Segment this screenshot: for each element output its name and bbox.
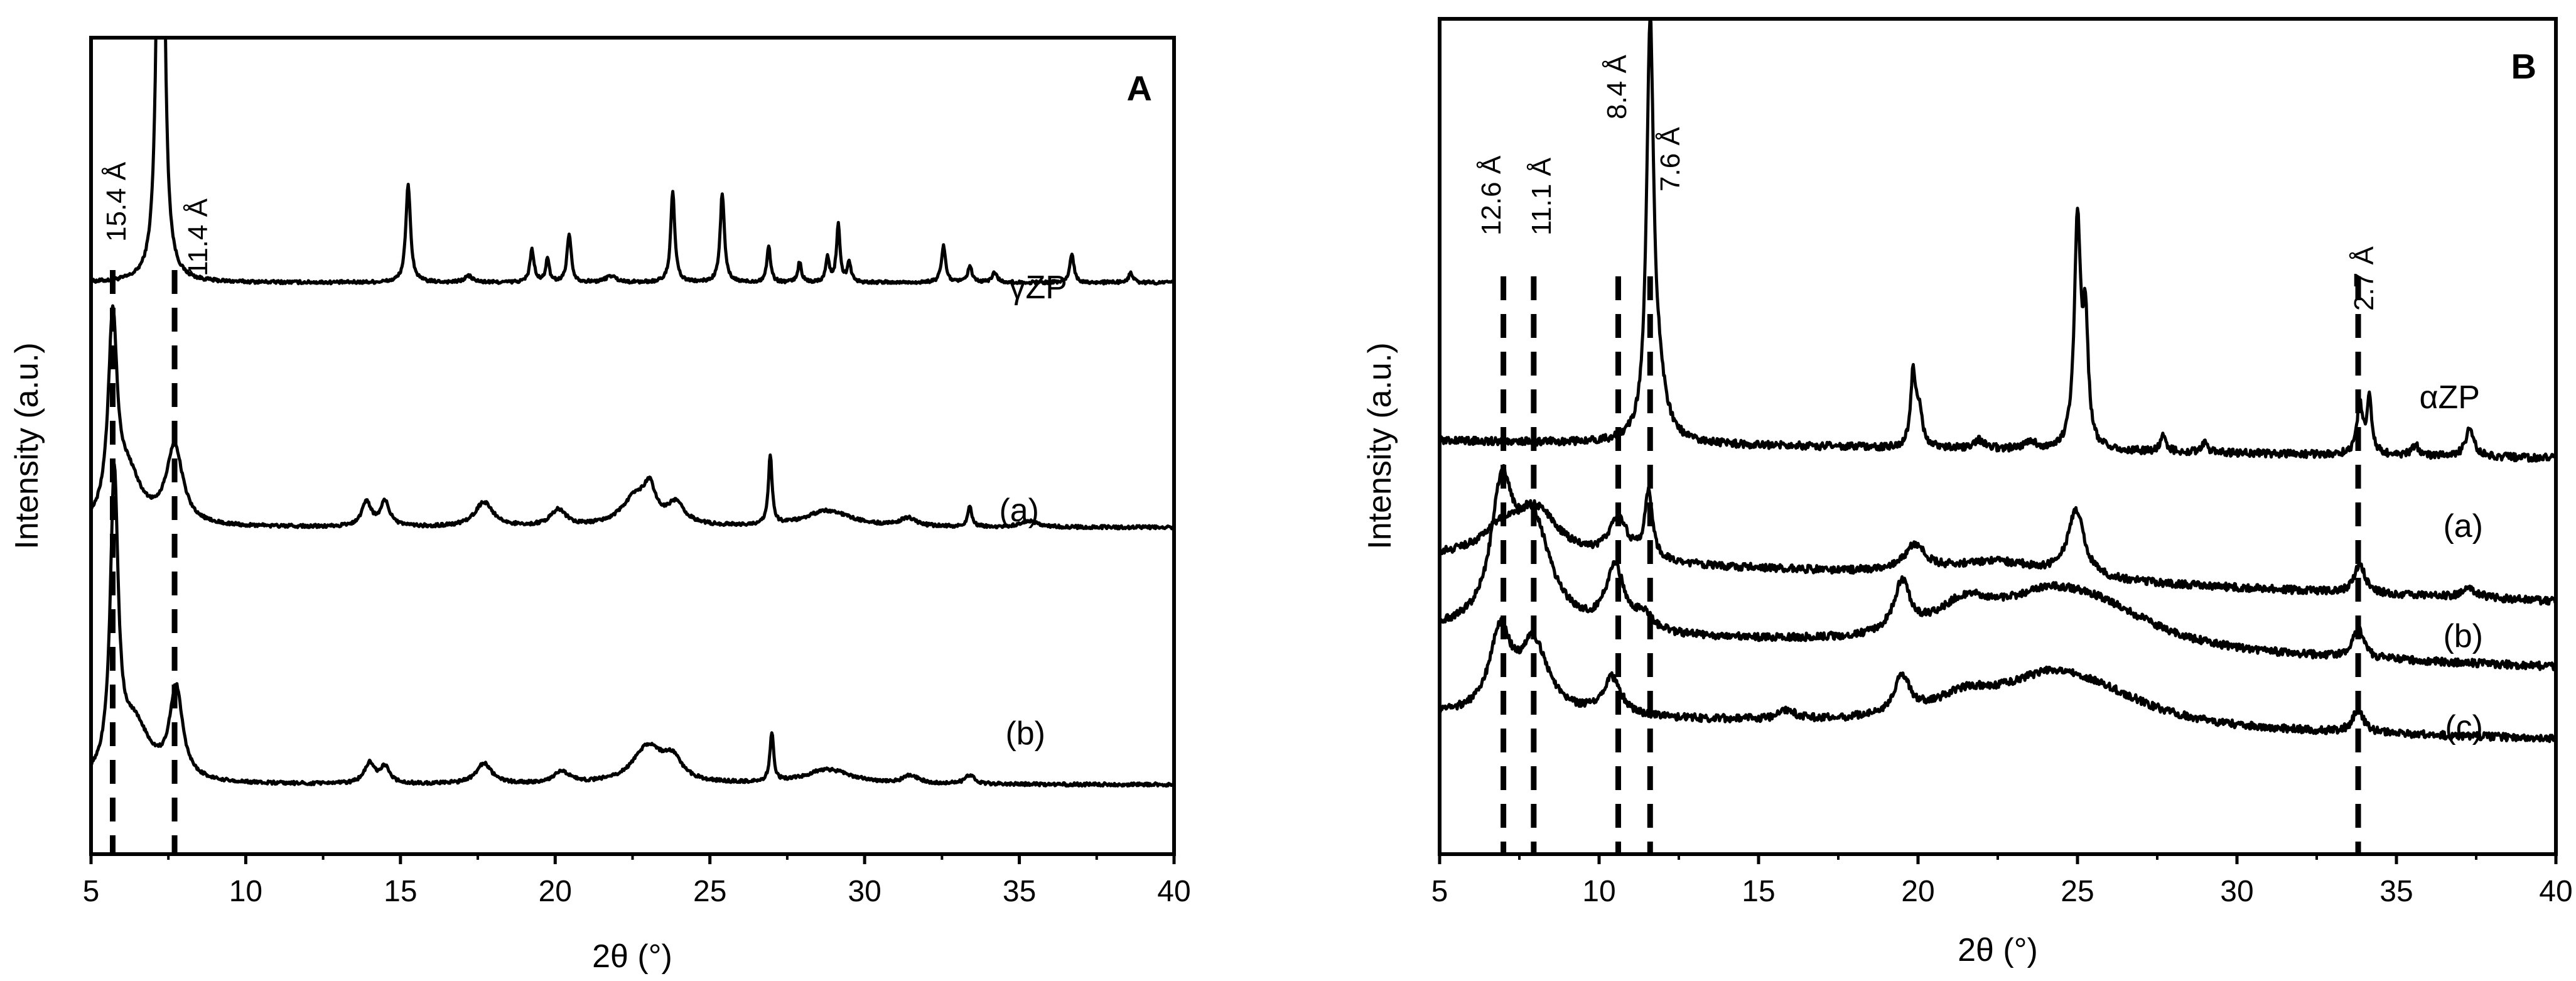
d-spacing-label: 2.7 Å: [2349, 246, 2379, 311]
d-spacing-label: 12.6 Å: [1476, 155, 1507, 236]
y-axis-label: Intensity (a.u.): [1362, 342, 1398, 549]
x-tick-label: 5: [83, 875, 100, 908]
d-spacing-label: 11.1 Å: [1526, 157, 1557, 236]
x-tick-label: 10: [1582, 875, 1615, 908]
series-label: (a): [2443, 508, 2483, 545]
d-spacing-label: 7.6 Å: [1655, 127, 1686, 192]
x-axis-label: 2θ (°): [1958, 932, 2038, 968]
x-tick-label: 15: [384, 875, 417, 908]
x-tick-label: 5: [1431, 875, 1448, 908]
series-label: (b): [1005, 715, 1045, 752]
series-label: (a): [999, 492, 1039, 529]
xrd-series-trace: [1440, 465, 2556, 669]
d-spacing-label: 15.4 Å: [101, 161, 132, 242]
x-tick-label: 40: [2539, 875, 2572, 908]
series-label: γZP: [1010, 269, 1067, 306]
x-tick-label: 15: [1742, 875, 1775, 908]
x-tick-label: 30: [848, 875, 881, 908]
x-axis-label: 2θ (°): [592, 938, 672, 975]
series-label: (b): [2443, 618, 2483, 654]
panel-label: A: [1127, 68, 1152, 108]
x-tick-label: 35: [1003, 875, 1036, 908]
x-tick-label: 20: [1901, 875, 1934, 908]
x-tick-label: 40: [1157, 875, 1190, 908]
y-axis-label: Intensity (a.u.): [9, 342, 45, 549]
d-spacing-label: 8.4 Å: [1602, 55, 1632, 119]
x-tick-label: 20: [539, 875, 572, 908]
panel-b: 5 10 15 20 25 30 35 40 12.6 Å 11.1 Å 8.4 Å 7.6 Å 2.…: [1362, 16, 2573, 968]
xrd-figure: 5 10 15 20 25 30 35 40 15.4 Å 11.4 Å γZP (a) (b) I…: [0, 0, 2576, 981]
d-spacing-label: 11.4 Å: [183, 198, 213, 276]
x-tick-label: 25: [693, 875, 726, 908]
panel-a: 5 10 15 20 25 30 35 40 15.4 Å 11.4 Å γZP (a) (b) I…: [9, 13, 1191, 975]
x-tick-label: 25: [2061, 875, 2094, 908]
xrd-series-trace: [1440, 619, 2556, 742]
series-label: αZP: [2419, 379, 2480, 416]
panel-label: B: [2511, 46, 2536, 86]
x-tick-label: 30: [2220, 875, 2253, 908]
x-tick-label: 35: [2379, 875, 2413, 908]
xrd-series-trace: [91, 13, 1174, 284]
x-tick-label: 10: [229, 875, 262, 908]
series-label: (c): [2445, 709, 2483, 745]
